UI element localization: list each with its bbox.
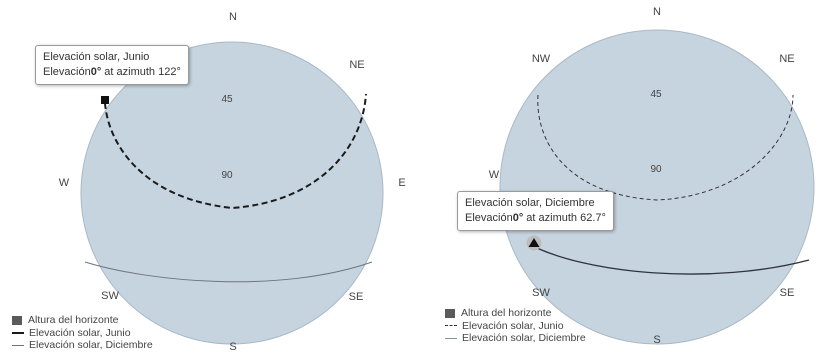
compass-label-e: E bbox=[398, 177, 405, 189]
tooltip-text: at azimuth 62.7° bbox=[523, 212, 606, 224]
legend-right: Altura del horizonte Elevación solar, Ju… bbox=[445, 307, 586, 345]
legend-item-diciembre[interactable]: Elevación solar, Diciembre bbox=[12, 339, 153, 352]
polar-plot-left: 45 90 N NE E SE S SW W bbox=[59, 11, 406, 353]
tooltip-series-name: Elevación solar, Diciembre bbox=[465, 197, 595, 209]
series-diciembre-line[interactable] bbox=[526, 242, 810, 275]
legend-item-horizonte[interactable]: Altura del horizonte bbox=[12, 314, 153, 327]
sky-disc bbox=[80, 41, 384, 345]
compass-label-ne: NE bbox=[349, 59, 364, 71]
tooltip-value: 0° bbox=[90, 66, 102, 78]
legend-swatch-line-icon bbox=[12, 344, 24, 346]
radial-tick-label-45: 45 bbox=[221, 94, 233, 105]
legend-label: Elevación solar, Junio bbox=[29, 326, 131, 339]
sky-disc bbox=[499, 29, 815, 345]
tooltip-label: Elevación bbox=[465, 212, 513, 224]
legend-item-junio[interactable]: Elevación solar, Junio bbox=[12, 327, 153, 340]
tooltip-right: Elevación solar, Diciembre Elevación0° a… bbox=[457, 191, 614, 231]
compass-label-ne: NE bbox=[779, 53, 794, 65]
legend-item-diciembre[interactable]: Elevación solar, Diciembre bbox=[445, 332, 586, 345]
tooltip-text: at azimuth 122° bbox=[101, 66, 181, 78]
compass-label-se: SE bbox=[780, 287, 795, 299]
tooltip-left: Elevación solar, Junio Elevación0° at az… bbox=[35, 45, 189, 85]
series-diciembre-line[interactable] bbox=[84, 261, 373, 283]
legend-label: Elevación solar, Diciembre bbox=[29, 339, 153, 352]
legend-item-horizonte[interactable]: Altura del horizonte bbox=[445, 307, 586, 320]
compass-label-w: W bbox=[489, 169, 500, 181]
legend-left: Altura del horizonte Elevación solar, Ju… bbox=[12, 314, 153, 352]
legend-label: Elevación solar, Junio bbox=[462, 319, 564, 332]
legend-label: Altura del horizonte bbox=[461, 307, 552, 320]
tooltip-series-name: Elevación solar, Junio bbox=[43, 51, 150, 63]
radial-tick-label-90: 90 bbox=[650, 164, 662, 175]
legend-swatch-line-icon bbox=[445, 337, 457, 339]
compass-label-n: N bbox=[229, 11, 237, 23]
legend-swatch-box-icon bbox=[445, 308, 455, 318]
compass-label-se: SE bbox=[349, 291, 364, 303]
hover-marker-square[interactable] bbox=[101, 96, 109, 104]
sun-path-chart-right: 45 90 N NE SE S SW W NW Elevación solar,… bbox=[415, 0, 831, 354]
legend-label: Elevación solar, Diciembre bbox=[462, 332, 586, 345]
compass-label-sw: SW bbox=[101, 290, 119, 302]
tooltip-label: Elevación bbox=[43, 66, 91, 78]
compass-label-s: S bbox=[229, 341, 236, 353]
sun-path-chart-left: 45 90 N NE E SE S SW W Elevación solar, … bbox=[0, 0, 415, 354]
radial-tick-label-90: 90 bbox=[221, 170, 233, 181]
compass-label-s: S bbox=[653, 334, 660, 346]
legend-item-junio[interactable]: Elevación solar, Junio bbox=[445, 320, 586, 333]
compass-label-nw: NW bbox=[532, 53, 551, 65]
legend-swatch-box-icon bbox=[12, 315, 22, 325]
tooltip-value-line: Elevación0° at azimuth 122° bbox=[43, 65, 181, 80]
series-junio-line[interactable] bbox=[537, 94, 794, 201]
legend-label: Altura del horizonte bbox=[28, 314, 119, 327]
legend-swatch-dashed-icon bbox=[445, 325, 457, 327]
hover-marker-triangle[interactable] bbox=[528, 238, 540, 247]
compass-label-w: W bbox=[59, 177, 70, 189]
series-junio-line[interactable] bbox=[104, 93, 367, 210]
compass-label-sw: SW bbox=[532, 287, 550, 299]
legend-swatch-dashed-icon bbox=[12, 331, 24, 334]
compass-label-n: N bbox=[653, 6, 661, 18]
tooltip-value: 0° bbox=[512, 212, 524, 224]
radial-tick-label-45: 45 bbox=[650, 89, 662, 100]
tooltip-value-line: Elevación0° at azimuth 62.7° bbox=[465, 211, 606, 226]
polar-plot-right: 45 90 N NE SE S SW W NW bbox=[489, 6, 815, 346]
